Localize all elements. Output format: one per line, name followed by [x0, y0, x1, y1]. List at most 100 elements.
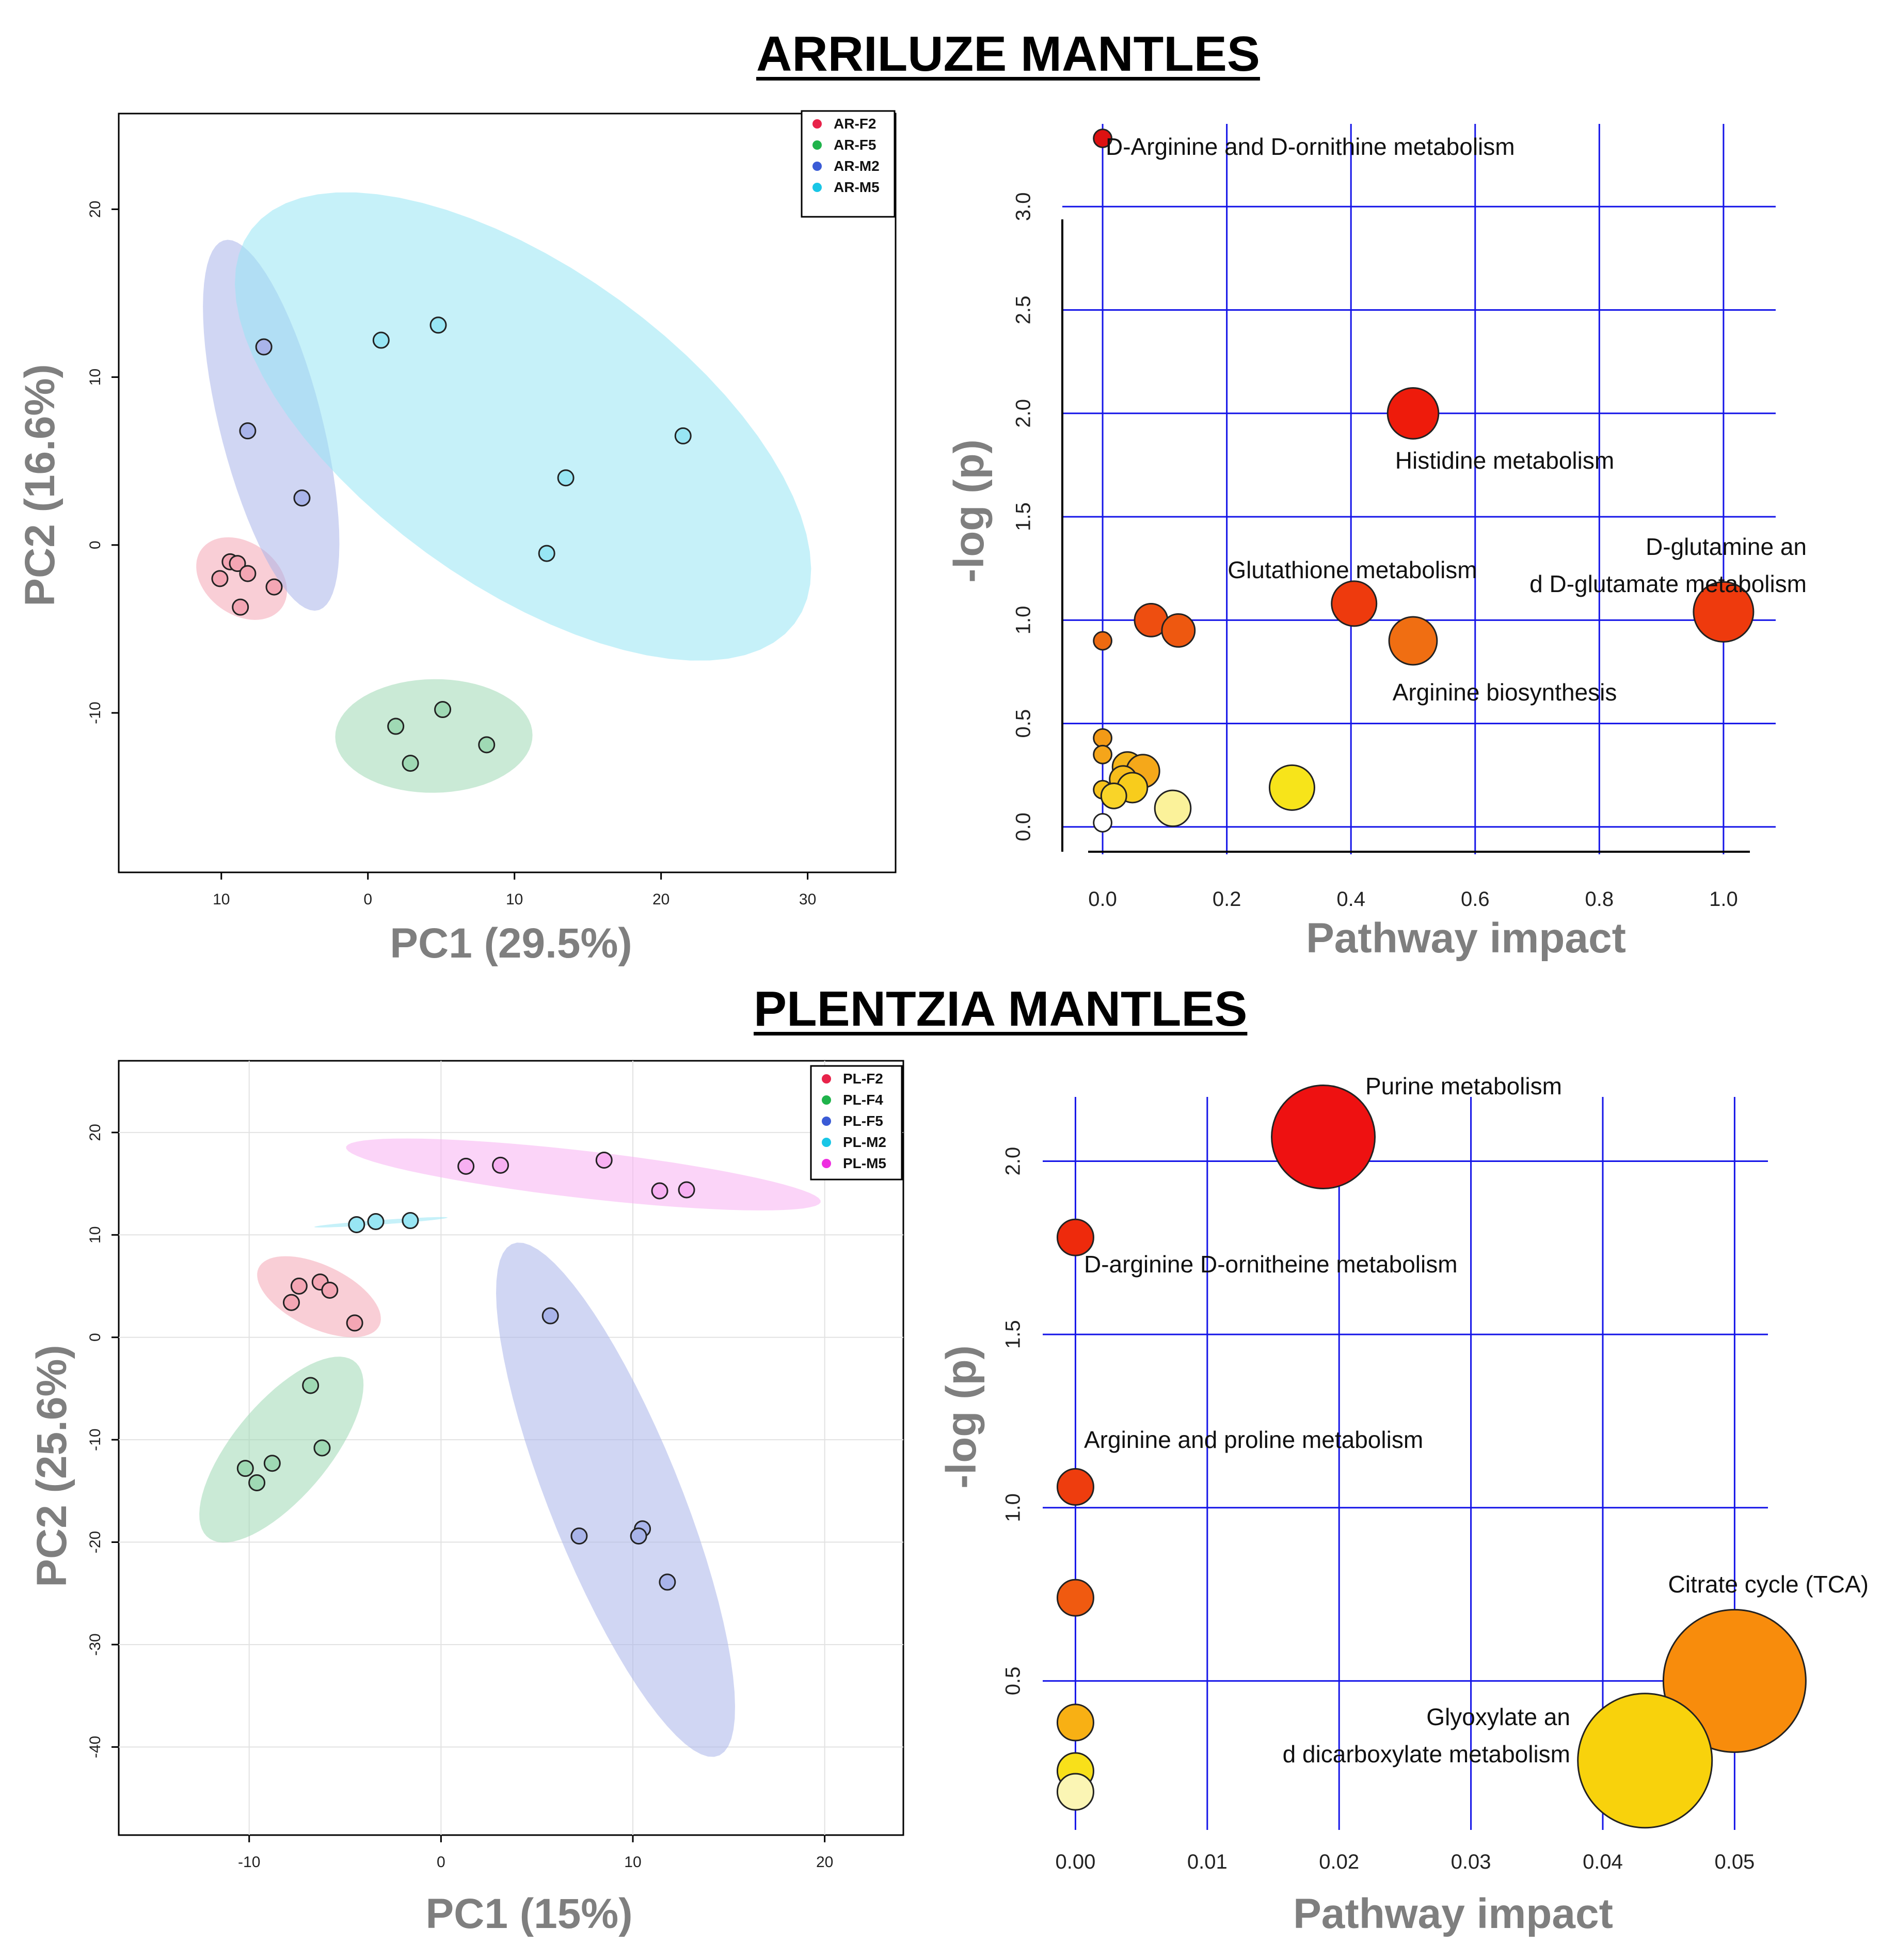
path_ar-y-tick-label: 1.0	[1012, 606, 1035, 635]
pca_pl-point-pl-f2	[290, 1278, 308, 1295]
pca_pl-point-pl-m5	[651, 1182, 668, 1200]
path_pl-pathway-point-2	[1056, 1468, 1094, 1506]
pathway-plentzia-chart: 0.00 0.01 0.02 0.03 0.04 0.05 0.5 1.0 1.5 2.0 Puri…	[938, 1073, 1869, 1937]
pca_pl-point-pl-m5	[492, 1156, 509, 1174]
pca_pl-x-axis-label: PC1 (15%)	[425, 1890, 632, 1937]
pca_ar-legend-marker-ar-m2	[812, 162, 822, 171]
pca_pl-y-tick-label: 0	[87, 1333, 104, 1342]
pca_ar-point-ar-f5	[434, 701, 452, 719]
path_ar-pathway-point-8	[1093, 728, 1112, 748]
pca_ar-point-ar-m2	[239, 422, 257, 440]
path_pl-annotation-5-line2: d dicarboxylate metabolism	[1283, 1741, 1570, 1767]
pca_pl-point-pl-f5	[630, 1527, 647, 1545]
pca_pl-legend-label-pl-f2: PL-F2	[843, 1071, 883, 1087]
path_pl-pathway-point-0	[1271, 1085, 1376, 1190]
path_pl-y-axis-label: -log (p)	[938, 1345, 985, 1489]
pca_ar-legend-marker-ar-f5	[812, 140, 822, 150]
path_pl-annotation-0: Purine metabolism	[1365, 1073, 1562, 1099]
path_ar-x-tick-label: 0.2	[1213, 888, 1241, 911]
pca_pl-point-pl-f4	[236, 1460, 254, 1477]
pca_ar-x-tick-label: 20	[652, 891, 669, 908]
path_pl-x-axis-label: Pathway impact	[1293, 1890, 1613, 1937]
pca_pl-point-pl-f4	[248, 1474, 266, 1491]
path_ar-x-tick-label: 0.6	[1461, 888, 1490, 911]
pca_pl-y-tick-label: -30	[87, 1633, 104, 1655]
pca_pl-legend-label-pl-f4: PL-F4	[843, 1092, 883, 1108]
pca_ar-x-tick-label: 10	[506, 891, 523, 908]
path_ar-annotation-1: Histidine metabolism	[1395, 447, 1614, 474]
pca_pl-y-tick-label: 20	[87, 1124, 104, 1141]
pca_ar-y-tick-label: 0	[87, 540, 104, 549]
pca_pl-point-pl-m2	[367, 1213, 385, 1231]
pathway-arriluze-chart: 0.0 0.2 0.4 0.6 0.8 1.0 0.0 0.5 1.0 1.5 2.0 2.5 3.0 D…	[946, 124, 1807, 962]
pca_pl-legend-marker-pl-f5	[822, 1117, 831, 1126]
pca_pl-point-pl-f2	[321, 1281, 339, 1299]
pca_ar-legend-label-ar-f5: AR-F5	[834, 137, 876, 153]
pca_ar-x-tick-label: 30	[799, 891, 816, 908]
pca_ar-point-ar-f2	[239, 565, 257, 582]
pca_pl-x-tick-label: 20	[816, 1854, 833, 1871]
pca_ar-ellipse-ar-m2	[203, 240, 340, 611]
pca_pl-legend-marker-pl-m2	[822, 1138, 831, 1147]
pca_ar-legend-label-ar-m5: AR-M5	[834, 179, 880, 195]
path_ar-y-tick-label: 3.0	[1012, 192, 1035, 221]
path_ar-annotation-4: Arginine biosynthesis	[1393, 679, 1617, 706]
pca_ar-x-axis-label: PC1 (29.5%)	[390, 920, 632, 967]
pca_pl-ellipse-pl-f5	[496, 1242, 735, 1757]
pca_pl-y-tick-label: 10	[87, 1226, 104, 1244]
path_ar-pathway-point-9	[1093, 744, 1112, 764]
path_pl-x-tick-label: 0.03	[1451, 1851, 1491, 1873]
pca_ar-point-ar-m5	[674, 427, 692, 444]
path_pl-pathway-point-3	[1056, 1579, 1094, 1617]
path_ar-y-tick-label: 2.5	[1012, 296, 1035, 325]
path_pl-annotation-1: D-arginine D-ornitheine metabolism	[1084, 1251, 1458, 1278]
pca_pl-point-pl-m2	[402, 1212, 419, 1230]
path_pl-pathway-point-6	[1056, 1703, 1094, 1742]
pca_ar-y-axis-label: PC2 (16.6%)	[17, 364, 63, 606]
pca_pl-legend-marker-pl-f2	[822, 1074, 831, 1083]
pca-arriluze-chart: 10 0 10 20 30 20 10 0 -10 PC1 (29.5%) PC2 (16.6%) A…	[17, 110, 897, 967]
path_ar-y-tick-label: 2.0	[1012, 399, 1035, 428]
path_ar-pathway-point-4	[1388, 616, 1438, 666]
pca_pl-legend-label-pl-m5: PL-M5	[843, 1155, 886, 1171]
pca_ar-point-ar-m5	[372, 331, 390, 349]
path_ar-pathway-point-2	[1331, 580, 1378, 627]
path_pl-y-tick-label: 0.5	[1002, 1667, 1025, 1696]
pca_ar-point-ar-m5	[429, 316, 447, 334]
pca_pl-ellipse-pl-f4	[199, 1357, 364, 1543]
pca_ar-point-ar-f5	[478, 736, 496, 754]
pca_ar-point-ar-f2	[265, 578, 283, 596]
pca_pl-legend-label-pl-f5: PL-F5	[843, 1113, 883, 1129]
pca_pl-legend-label-pl-m2: PL-M2	[843, 1134, 886, 1150]
pca_pl-point-pl-f4	[302, 1377, 320, 1394]
path_ar-y-axis-label: -log (p)	[946, 439, 993, 583]
path_ar-annotation-3-line2: d D-glutamate metabolism	[1529, 570, 1807, 597]
pca_ar-point-ar-f2	[211, 570, 229, 587]
pca_ar-y-tick-label: 20	[87, 201, 104, 218]
path_pl-pathway-point-8	[1056, 1773, 1094, 1811]
path_pl-x-tick-label: 0.04	[1583, 1851, 1623, 1873]
pca_ar-point-ar-m5	[538, 545, 555, 562]
pca_ar-point-ar-f2	[229, 555, 246, 572]
pca_pl-point-pl-f5	[541, 1307, 559, 1325]
path_ar-x-tick-label: 0.0	[1088, 888, 1117, 911]
path_pl-pathway-point-4	[1662, 1608, 1807, 1753]
pca_ar-ellipse-ar-m5	[235, 192, 811, 661]
path_ar-pathway-point-1	[1386, 387, 1440, 440]
pca_ar-point-ar-m2	[293, 489, 311, 507]
pca_pl-x-tick-label: 10	[624, 1854, 641, 1871]
pca_ar-legend-label-ar-m2: AR-M2	[834, 158, 880, 174]
pca_pl-y-tick-label: -10	[87, 1428, 104, 1451]
path_pl-y-tick-label: 1.0	[1002, 1493, 1025, 1522]
path_ar-pathway-point-17	[1268, 764, 1315, 811]
pca_ar-point-ar-m5	[557, 469, 575, 487]
path_ar-y-tick-label: 1.5	[1012, 502, 1035, 531]
path_ar-pathway-point-16	[1100, 782, 1127, 809]
path_pl-y-tick-label: 2.0	[1002, 1147, 1025, 1176]
pca_pl-point-pl-f2	[346, 1314, 363, 1332]
pca_ar-y-tick-label: -10	[87, 702, 104, 724]
path_pl-x-tick-label: 0.02	[1319, 1851, 1359, 1873]
pca_pl-legend-marker-pl-f4	[822, 1095, 831, 1105]
pca_pl-x-tick-label: 0	[437, 1854, 445, 1871]
